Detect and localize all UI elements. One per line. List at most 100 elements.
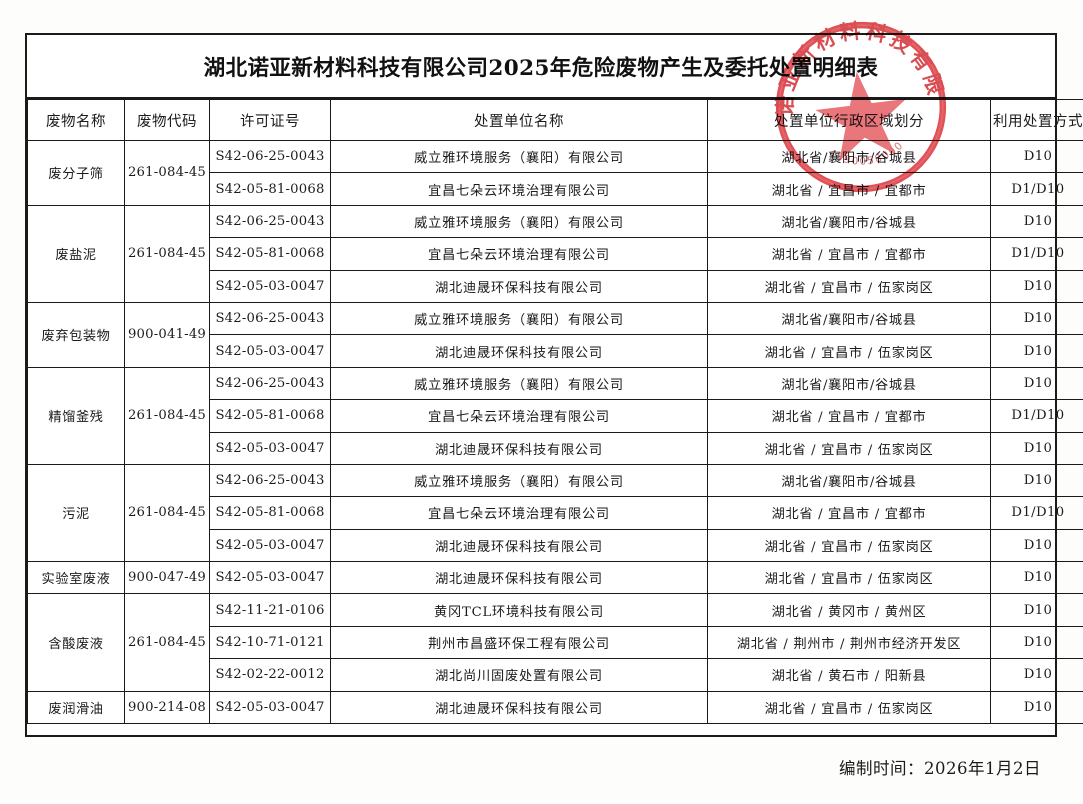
cell-disposal-unit: 宜昌七朵云环境治理有限公司 <box>330 399 708 433</box>
cell-waste-name: 实验室废液 <box>27 561 125 595</box>
cell-method: D10 <box>990 204 1083 239</box>
cell-disposal-unit: 湖北迪晟环保科技有限公司 <box>330 528 708 563</box>
cell-disposal-unit: 宜昌七朵云环境治理有限公司 <box>330 237 708 271</box>
column-header-region: 处置单位行政区域划分 <box>707 99 991 141</box>
cell-method: D10 <box>990 561 1083 595</box>
cell-method: D10 <box>990 593 1083 627</box>
cell-waste-name: 废弃包装物 <box>27 301 125 368</box>
cell-waste-name: 废润滑油 <box>27 690 125 725</box>
cell-license-no: S42-05-81-0068 <box>209 172 331 206</box>
column-header-license-no: 许可证号 <box>209 99 331 141</box>
cell-waste-name: 废盐泥 <box>27 204 125 303</box>
cell-method: D1/D10 <box>990 399 1083 433</box>
cell-region: 湖北省 / 宜昌市 / 伍家岗区 <box>707 431 991 465</box>
cell-method: D10 <box>990 334 1083 368</box>
cell-waste-code: 261-084-45 <box>124 593 210 692</box>
cell-disposal-unit: 威立雅环境服务（襄阳）有限公司 <box>330 139 708 174</box>
table-header: 废物名称 废物代码 许可证号 处置单位名称 处置单位行政区域划分 利用处置方式 … <box>27 99 1083 141</box>
cell-method: D10 <box>990 463 1083 498</box>
cell-region: 湖北省/襄阳市/谷城县 <box>707 463 991 498</box>
cell-license-no: S42-05-81-0068 <box>209 237 331 271</box>
waste-disposal-table: 废物名称 废物代码 许可证号 处置单位名称 处置单位行政区域划分 利用处置方式 … <box>27 99 1083 725</box>
cell-region: 湖北省 / 宜昌市 / 宜都市 <box>707 237 991 271</box>
cell-license-no: S42-06-25-0043 <box>209 301 331 336</box>
cell-license-no: S42-05-03-0047 <box>209 561 331 595</box>
cell-disposal-unit: 湖北尚川固废处置有限公司 <box>330 658 708 692</box>
cell-method: D10 <box>990 139 1083 174</box>
cell-waste-code: 900-214-08 <box>124 690 210 725</box>
header-row: 废物名称 废物代码 许可证号 处置单位名称 处置单位行政区域划分 利用处置方式 … <box>27 99 1083 141</box>
cell-license-no: S42-05-03-0047 <box>209 334 331 368</box>
cell-waste-code: 261-084-45 <box>124 204 210 303</box>
column-header-method: 利用处置方式 <box>990 99 1083 141</box>
cell-license-no: S42-05-03-0047 <box>209 269 331 303</box>
cell-disposal-unit: 宜昌七朵云环境治理有限公司 <box>330 496 708 530</box>
cell-license-no: S42-02-22-0012 <box>209 658 331 692</box>
cell-waste-code: 900-041-49 <box>124 301 210 368</box>
cell-disposal-unit: 威立雅环境服务（襄阳）有限公司 <box>330 366 708 401</box>
compiled-date: 编制时间：2026年1月2日 <box>839 759 1041 778</box>
cell-region: 湖北省 / 宜昌市 / 伍家岗区 <box>707 690 991 725</box>
title-band: 湖北诺亚新材料科技有限公司2025年危险废物产生及委托处置明细表 <box>27 35 1055 99</box>
cell-region: 湖北省/襄阳市/谷城县 <box>707 204 991 239</box>
cell-license-no: S42-05-03-0047 <box>209 431 331 465</box>
page-title: 湖北诺亚新材料科技有限公司2025年危险废物产生及委托处置明细表 <box>203 55 879 81</box>
cell-disposal-unit: 威立雅环境服务（襄阳）有限公司 <box>330 301 708 336</box>
table-row: S42-05-81-0068 宜昌七朵云环境治理有限公司 湖北省 / 宜昌市 / 宜… <box>28 172 1083 206</box>
table-row: S42-05-03-0047 湖北迪晟环保科技有限公司 湖北省 / 宜昌市 / 伍家… <box>28 334 1083 368</box>
column-header-disposal-unit: 处置单位名称 <box>330 99 708 141</box>
table-row: 含酸废液 261-084-45 S42-11-21-0106 黄冈TCL环境科技有限公… <box>27 593 1083 692</box>
cell-disposal-unit: 荆州市昌盛环保工程有限公司 <box>330 625 708 660</box>
cell-disposal-unit: 威立雅环境服务（襄阳）有限公司 <box>330 463 708 498</box>
cell-region: 湖北省 / 宜昌市 / 伍家岗区 <box>707 561 991 595</box>
cell-region: 湖北省 / 宜昌市 / 宜都市 <box>707 172 991 206</box>
cell-disposal-unit: 湖北迪晟环保科技有限公司 <box>330 561 708 595</box>
cell-waste-name: 精馏釜残 <box>27 366 125 465</box>
cell-license-no: S42-06-25-0043 <box>209 204 331 239</box>
table-row: 废润滑油 900-214-08 S42-05-03-0047 湖北迪晟环保科技有限公司… <box>27 690 1083 725</box>
cell-license-no: S42-06-25-0043 <box>209 139 331 174</box>
table-row: S42-05-03-0047 湖北迪晟环保科技有限公司 湖北省 / 宜昌市 / 伍家… <box>28 528 1083 563</box>
table-row: 废盐泥 261-084-45 S42-06-25-0043 威立雅环境服务（襄阳）有限… <box>27 204 1083 303</box>
cell-region: 湖北省/襄阳市/谷城县 <box>707 366 991 401</box>
cell-disposal-unit: 湖北迪晟环保科技有限公司 <box>330 334 708 368</box>
table-row: 精馏釜残 261-084-45 S42-06-25-0043 威立雅环境服务（襄阳）有… <box>27 366 1083 465</box>
cell-method: D10 <box>990 366 1083 401</box>
cell-waste-code: 900-047-49 <box>124 561 210 595</box>
cell-disposal-unit: 湖北迪晟环保科技有限公司 <box>330 690 708 725</box>
cell-region: 湖北省/襄阳市/谷城县 <box>707 139 991 174</box>
column-header-waste-code: 废物代码 <box>124 99 210 141</box>
cell-waste-code: 261-084-45 <box>124 463 210 563</box>
cell-method: D10 <box>990 301 1083 336</box>
cell-license-no: S42-11-21-0106 <box>209 593 331 627</box>
column-header-waste-name: 废物名称 <box>27 99 125 141</box>
cell-disposal-unit: 湖北迪晟环保科技有限公司 <box>330 269 708 303</box>
cell-waste-code: 261-084-45 <box>124 366 210 465</box>
cell-waste-name: 含酸废液 <box>27 593 125 692</box>
cell-method: D10 <box>990 431 1083 465</box>
cell-method: D1/D10 <box>990 496 1083 530</box>
cell-method: D10 <box>990 269 1083 303</box>
cell-region: 湖北省 / 宜昌市 / 伍家岗区 <box>707 334 991 368</box>
cell-region: 湖北省/襄阳市/谷城县 <box>707 301 991 336</box>
cell-disposal-unit: 黄冈TCL环境科技有限公司 <box>330 593 708 627</box>
table-row: S42-10-71-0121 荆州市昌盛环保工程有限公司 湖北省 / 荆州市 / 荆… <box>28 625 1083 660</box>
table-row: 废分子筛 261-084-45 S42-06-25-0043 威立雅环境服务（襄阳）有… <box>27 139 1083 206</box>
cell-method: D1/D10 <box>990 237 1083 271</box>
cell-waste-name: 污泥 <box>27 463 125 563</box>
cell-license-no: S42-05-81-0068 <box>209 496 331 530</box>
cell-region: 湖北省 / 宜昌市 / 宜都市 <box>707 496 991 530</box>
cell-region: 湖北省 / 荆州市 / 荆州市经济开发区 <box>707 625 991 660</box>
table-row: 污泥 261-084-45 S42-06-25-0043 威立雅环境服务（襄阳）有限公… <box>27 463 1083 563</box>
cell-license-no: S42-10-71-0121 <box>209 625 331 660</box>
cell-region: 湖北省 / 黄石市 / 阳新县 <box>707 658 991 692</box>
table-row: S42-05-81-0068 宜昌七朵云环境治理有限公司 湖北省 / 宜昌市 / 宜… <box>28 399 1083 433</box>
table-row: S42-05-81-0068 宜昌七朵云环境治理有限公司 湖北省 / 宜昌市 / 宜… <box>28 496 1083 530</box>
cell-waste-code: 261-084-45 <box>124 140 210 206</box>
cell-license-no: S42-05-03-0047 <box>209 690 331 725</box>
cell-method: D10 <box>990 690 1083 725</box>
cell-region: 湖北省 / 宜昌市 / 宜都市 <box>707 399 991 433</box>
cell-license-no: S42-05-03-0047 <box>209 528 331 563</box>
cell-region: 湖北省 / 宜昌市 / 伍家岗区 <box>707 269 991 303</box>
